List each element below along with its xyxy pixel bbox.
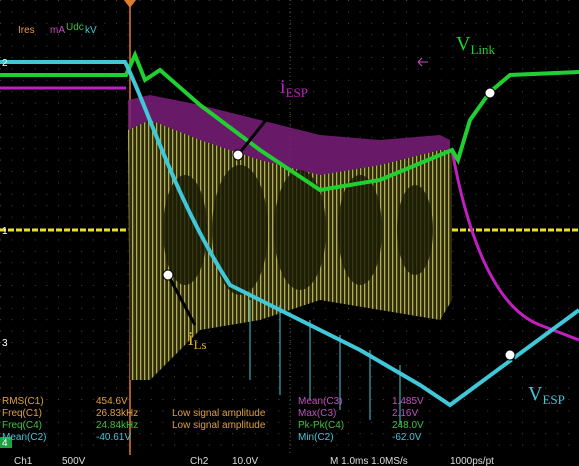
annotation-sub: ESP xyxy=(286,85,308,100)
status-text: 500V xyxy=(62,456,86,466)
measurement-cell: Mean(C3) xyxy=(298,396,342,407)
measurement-cell: 454.6V xyxy=(96,396,128,407)
measurement-cell: RMS(C1) xyxy=(2,396,44,407)
measurement-cell: Freq(C4) xyxy=(2,420,42,431)
legend-label: Udc xyxy=(66,22,84,33)
ch-marker: 2 xyxy=(2,58,8,69)
measurement-cell: Pk-Pk(C4) xyxy=(298,420,344,431)
measurement-cell: 1.485V xyxy=(392,396,424,407)
ch-marker: 3 xyxy=(2,338,8,349)
status-text: Ch1 xyxy=(14,456,33,466)
status-text: 10.0V xyxy=(232,456,258,466)
annotation-main: V xyxy=(456,33,471,55)
annotation-main: V xyxy=(528,383,543,405)
measurement-cell: Freq(C1) xyxy=(2,408,42,419)
measurement-cell: Mean(C2) xyxy=(2,432,46,443)
legend-label: kV xyxy=(85,25,97,36)
ch-marker: 1 xyxy=(2,226,8,237)
measurement-cell: 26.83kHz xyxy=(96,408,138,419)
measurement-cell: Max(C3) xyxy=(298,408,336,419)
measurement-cell: 248.0V xyxy=(392,420,424,431)
legend-label: Ires xyxy=(18,25,35,36)
measurement-cell: 24.84kHz xyxy=(96,420,138,431)
measurement-cell: Low signal amplitude xyxy=(172,420,266,431)
measurement-cell: -40.61V xyxy=(96,432,131,443)
legend-label: mA xyxy=(50,25,65,36)
measurement-cell: 2.16V xyxy=(392,408,418,419)
measurement-cell: Min(C2) xyxy=(298,432,334,443)
status-text: 1000ps/pt xyxy=(450,456,494,466)
annotation-sub: Ls xyxy=(194,337,207,352)
status-text: Ch2 xyxy=(190,456,209,466)
status-text: M 1.0ms 1.0MS/s xyxy=(330,456,408,466)
oscilloscope-screen: 2 1 3 4 Ires mA Udc kV iESP VLink iLs VE… xyxy=(0,0,579,466)
annotation-sub: ESP xyxy=(542,392,564,407)
measurement-cell: -62.0V xyxy=(392,432,422,443)
measurement-cell: Low signal amplitude xyxy=(172,408,266,419)
annotation-sub: Link xyxy=(470,42,495,57)
